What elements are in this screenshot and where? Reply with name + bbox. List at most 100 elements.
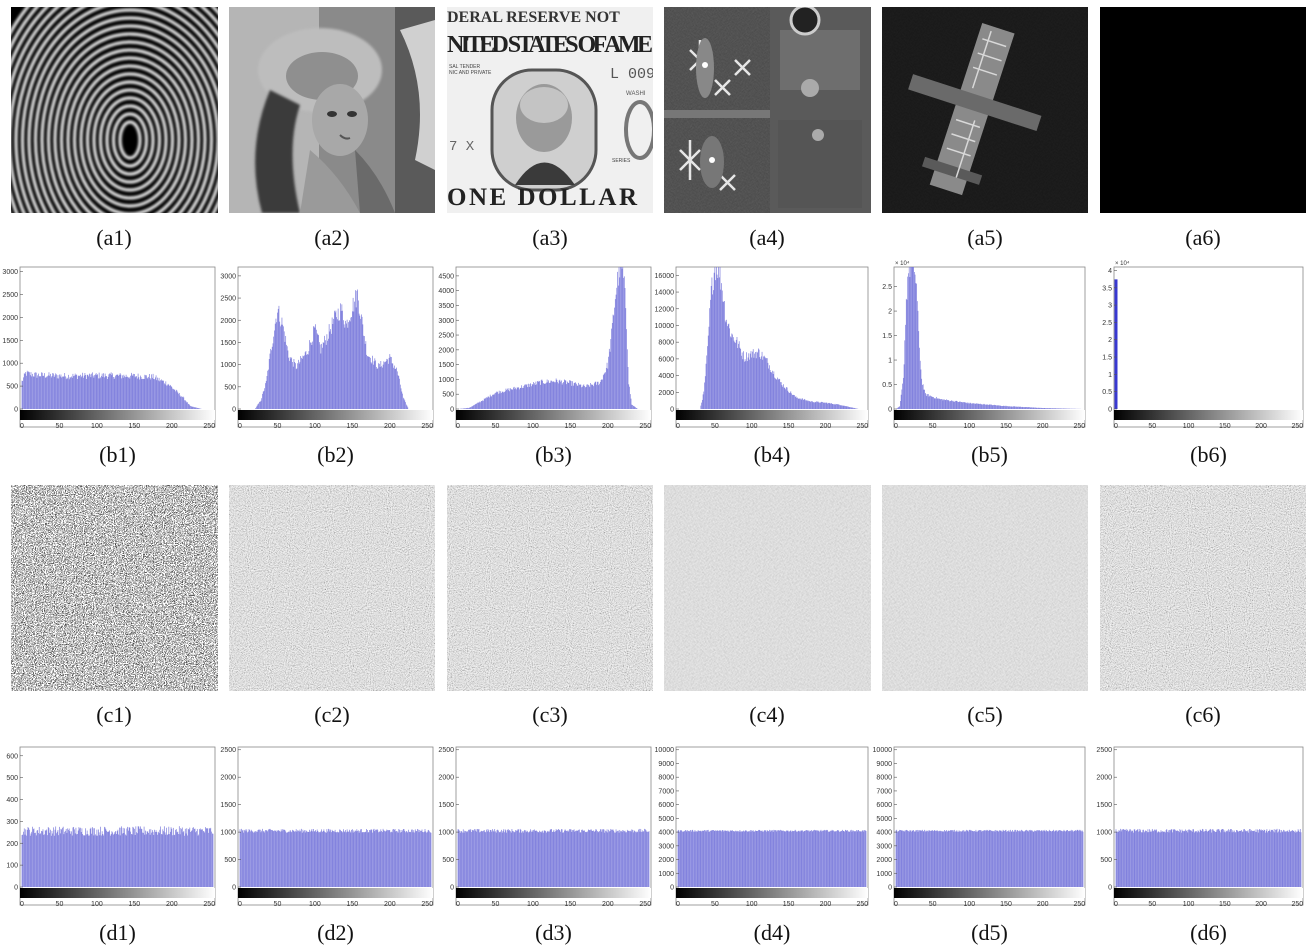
y-tick-label: 1000 (2, 361, 18, 368)
x-tick-label: 150 (129, 423, 141, 430)
image-c4-noise (664, 485, 871, 691)
x-tick-label: 50 (1148, 423, 1156, 430)
dollar-top-text: DERAL RESERVE NOT (447, 9, 620, 26)
grayscale-colorbar (20, 410, 215, 420)
x-tick-label: 200 (602, 901, 614, 908)
y-tick-label: 3000 (438, 318, 454, 325)
bar-series (1115, 828, 1302, 887)
y-tick-label: 600 (6, 753, 18, 760)
bar-series (255, 289, 409, 409)
x-tick-label: 200 (166, 901, 178, 908)
x-tick-label: 250 (1073, 423, 1085, 430)
y-tick-label: 0 (888, 885, 892, 892)
grayscale-colorbar (456, 888, 651, 898)
fingerprint-ridge (118, 120, 142, 160)
y-tick-label: 1000 (220, 362, 236, 369)
x-tick-label: 250 (421, 901, 433, 908)
y-tick-label: 0 (14, 885, 18, 892)
x-tick-label: 200 (1255, 423, 1267, 430)
y-tick-label: 3000 (658, 843, 674, 850)
y-tick-label: 3.5 (1102, 285, 1112, 292)
x-tick-label: 150 (1000, 901, 1012, 908)
y-tick-label: 2000 (658, 390, 674, 397)
histogram-d4: 0100020003000400050006000700080009000100… (655, 746, 869, 945)
y-tick-label: 2 (1108, 337, 1112, 344)
y-tick-label: 0 (14, 407, 18, 414)
y-tick-label: 1000 (1096, 830, 1112, 837)
y-tick-label: 500 (224, 857, 236, 864)
x-tick-label: 250 (1073, 901, 1085, 908)
grayscale-colorbar (894, 888, 1085, 898)
y-tick-label: 10000 (655, 323, 675, 330)
image-a3-dollar: DERAL RESERVE NOT NITED STATES OF AME SA… (447, 7, 653, 213)
y-tick-label: 0 (1108, 885, 1112, 892)
caption-b2: (b2) (317, 442, 354, 467)
x-tick-label: 250 (1292, 423, 1304, 430)
y-tick-label: 2000 (2, 315, 18, 322)
y-tick-label: 2000 (438, 347, 454, 354)
x-tick-label: 250 (856, 901, 868, 908)
histogram-d5: 0100020003000400050006000700080009000100… (873, 746, 1086, 945)
grayscale-colorbar (1114, 888, 1303, 898)
caption-c1: (c1) (96, 702, 131, 727)
x-tick-label: 150 (347, 423, 359, 430)
dollar-small-text-2: NIC AND PRIVATE (449, 70, 492, 76)
y-tick-label: 0.5 (1102, 389, 1112, 396)
y-tick-label: 2500 (220, 296, 236, 303)
y-tick-label: 0 (232, 885, 236, 892)
y-tick-label: 1500 (220, 802, 236, 809)
caption-d5: (d5) (971, 920, 1008, 945)
bar-series (457, 828, 650, 887)
x-tick-label: 250 (421, 423, 433, 430)
grayscale-colorbar (238, 888, 433, 898)
x-tick-label: 50 (929, 901, 937, 908)
y-tick-label: 1500 (220, 340, 236, 347)
y-tick-label: 5000 (876, 816, 892, 823)
y-tick-label: 100 (6, 863, 18, 870)
x-tick-label: 250 (203, 423, 215, 430)
y-tick-label: 14000 (655, 290, 675, 297)
caption-c2: (c2) (314, 702, 349, 727)
fingerprint-ridge (79, 72, 181, 208)
x-tick-label: 150 (783, 423, 795, 430)
y-tick-label: 0 (888, 407, 892, 414)
y-tick-label: 500 (6, 384, 18, 391)
y-tick-label: 1500 (438, 802, 454, 809)
y-tick-label: 6000 (876, 802, 892, 809)
y-tick-label: 1500 (1096, 802, 1112, 809)
y-tick-label: 1000 (438, 377, 454, 384)
y-tick-label: 1 (1108, 372, 1112, 379)
captions-row-c: (c1) (c2) (c3) (c4) (c5) (c6) (96, 702, 1220, 727)
caption-d1: (d1) (99, 920, 136, 945)
caption-d2: (d2) (317, 920, 354, 945)
y-tick-label: 8000 (658, 340, 674, 347)
histogram-d6: 0 500 1000 1500 2000 2500 0 50 100 150 200 250 (d6) (1096, 746, 1304, 945)
histogram-b3: 0 500 1000 1500 2000 2500 3000 3500 4000 4500 0 50 1… (438, 266, 652, 467)
y-tick-label: 10000 (655, 747, 675, 754)
y-exponent-label: × 10⁴ (1115, 260, 1130, 267)
x-tick-label: 0 (456, 901, 460, 908)
caption-a6: (a6) (1185, 225, 1220, 250)
x-tick-label: 0 (20, 423, 24, 430)
x-tick-label: 100 (527, 423, 539, 430)
x-tick-label: 50 (56, 423, 64, 430)
x-tick-label: 0 (1114, 901, 1118, 908)
caption-d6: (d6) (1190, 920, 1227, 945)
y-tick-label: 500 (224, 384, 236, 391)
y-tick-label: 3000 (2, 269, 18, 276)
caption-b6: (b6) (1190, 442, 1227, 467)
caption-a2: (a2) (314, 225, 349, 250)
x-tick-label: 150 (1219, 901, 1231, 908)
histogram-b4: 0 2000 4000 6000 8000 10000 12000 14000 16000 0 50… (655, 266, 869, 467)
histogram-b2: 0 500 1000 1500 2000 2500 3000 0 50 100 150 200 250 (… (220, 266, 434, 467)
y-tick-label: 3500 (438, 303, 454, 310)
y-tick-label: 9000 (876, 761, 892, 768)
y-tick-label: 2.5 (1102, 320, 1112, 327)
x-tick-label: 150 (1000, 423, 1012, 430)
y-tick-label: 4 (1108, 268, 1112, 275)
grayscale-colorbar (676, 888, 868, 898)
y-tick-label: 3000 (220, 273, 236, 280)
x-tick-label: 100 (527, 901, 539, 908)
bar-series (896, 267, 1083, 409)
